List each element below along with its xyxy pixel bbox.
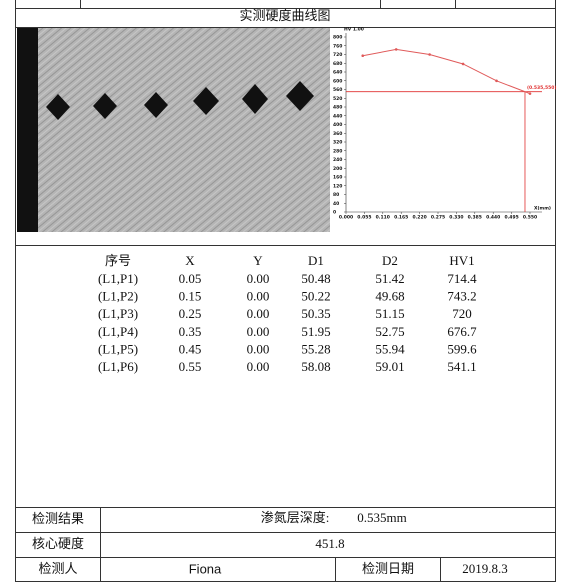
x-tick-label: 0.000 [339,215,353,221]
title: 实测硬度曲线图 [239,8,330,23]
x-tick-label: 0.055 [357,215,371,221]
y-tick-label: 760 [333,43,342,49]
label: 渗氮层深度: [261,510,330,525]
column-header: Y [253,253,263,268]
point [428,53,431,56]
cell: 0.00 [247,306,270,321]
x-tick-label: 0.550 [523,215,537,221]
y-axis-label: HV 1.00 [344,27,364,33]
y-tick-label: 440 [333,113,342,119]
hardness-line [362,48,531,95]
point [528,92,532,95]
cell: (L1,P2) [98,289,138,304]
value: 0.535mm [357,510,406,525]
annotation: (0.535,550) [527,85,556,91]
label: 检测人 [38,561,77,576]
point [361,54,365,58]
chart-bg [330,28,555,232]
cell: 676.7 [447,324,477,339]
y-tick-label: 400 [333,122,342,128]
x-tick-label: 0.275 [431,215,445,221]
micrograph [17,28,330,232]
cell: 49.68 [375,289,404,304]
y-tick-label: 200 [333,166,342,172]
cell: 599.6 [447,341,477,356]
cell: (L1,P3) [98,306,138,321]
cell: 0.05 [179,271,202,286]
cell: (L1,P6) [98,359,138,374]
cell: (L1,P1) [98,271,138,286]
cell: (L1,P4) [98,324,138,339]
x-tick-label: 0.495 [504,215,518,221]
y-tick-label: 320 [333,140,342,146]
y-tick-label: 640 [333,70,342,76]
cell: (L1,P5) [98,341,138,356]
cell: 55.94 [375,341,405,356]
cell-lines [15,0,556,582]
cell: 0.00 [247,324,270,339]
cell: 743.2 [447,289,476,304]
x-tick-label: 0.220 [412,215,426,221]
measurement-table: 序号 X Y D1 D2 HV1 (L1,P1) 0.05 0.00 50.48 51.42 714.… [98,253,477,374]
x-tick-label: 0.165 [394,215,408,221]
cell: 0.00 [247,359,270,374]
value: 451.8 [315,536,344,551]
y-tick-label: 360 [333,131,342,137]
y-tick-label: 240 [333,157,342,163]
value: 2019.8.3 [462,561,508,576]
column-header: HV1 [449,253,474,268]
cell: 0.00 [247,271,270,286]
y-tick-label: 720 [333,52,342,58]
point [394,48,398,51]
cell: 714.4 [447,271,477,286]
cell: 50.35 [301,306,330,321]
y-tick-label: 680 [333,61,342,67]
y-tick-label: 520 [333,96,342,102]
cell: 55.28 [301,341,330,356]
cell: 0.35 [179,324,202,339]
y-tick-label: 0 [333,210,336,216]
cell: 51.95 [301,324,330,339]
cell: 0.25 [179,306,202,321]
cell: 50.48 [301,271,330,286]
label: 检测日期 [362,561,414,576]
column-header: D1 [308,253,324,268]
cell: 59.01 [375,359,404,374]
column-header: 序号 [105,253,131,268]
x-tick-label: 0.330 [449,215,463,221]
x-tick-label: 0.385 [468,215,482,221]
point [461,62,465,66]
cell: 51.15 [375,306,404,321]
y-tick-label: 560 [333,87,342,93]
y-tick-label: 600 [333,78,342,84]
cell: 0.45 [179,341,202,356]
y-tick-label: 120 [333,183,342,189]
point [495,79,498,83]
cell: 51.42 [375,271,404,286]
cell: 0.00 [247,289,270,304]
column-header: D2 [382,253,398,268]
cell: 0.00 [247,341,270,356]
cell: 52.75 [375,324,404,339]
cell: 0.55 [179,359,202,374]
label: 核心硬度 [32,536,84,551]
cell: 58.08 [301,359,330,374]
cell: 720 [452,306,472,321]
cell: 0.15 [179,289,202,304]
label: 检测结果 [32,511,84,526]
value: Fiona [189,561,222,576]
y-tick-label: 80 [333,192,339,198]
y-tick-label: 280 [333,148,342,154]
x-tick-label: 0.110 [376,215,390,221]
cell: 541.1 [447,359,476,374]
cell: 50.22 [301,289,330,304]
y-tick-label: 800 [333,35,342,41]
y-tick-label: 480 [333,105,342,111]
y-tick-label: 160 [333,175,342,181]
x-axis-label: X(mm) [534,206,551,212]
column-header: X [185,253,195,268]
x-tick-label: 0.440 [486,215,500,221]
y-tick-label: 40 [333,201,339,207]
